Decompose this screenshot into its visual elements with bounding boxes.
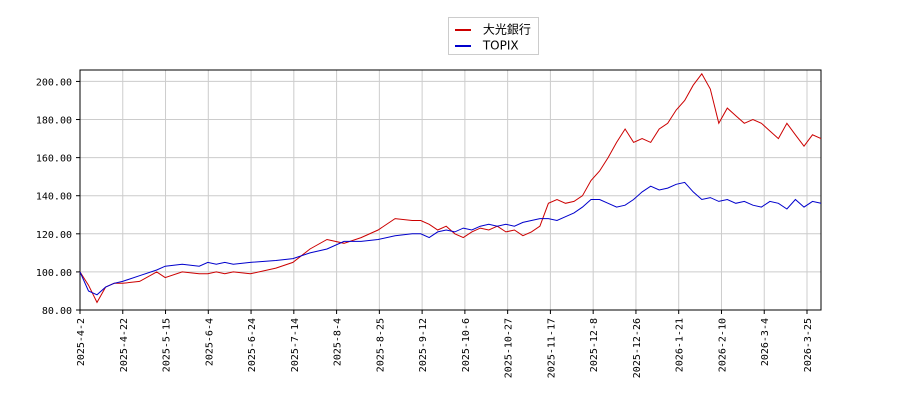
x-tick-label: 2025-7-14 [290, 318, 301, 372]
legend-label: 大光銀行 [482, 22, 531, 37]
y-tick-label: 140.00 [36, 192, 72, 203]
x-tick-label: 2025-10-6 [461, 318, 472, 372]
y-tick-label: 160.00 [36, 154, 72, 165]
x-tick-label: 2025-4-22 [119, 318, 130, 372]
x-tick-label: 2025-10-27 [504, 318, 515, 378]
series-line-1 [79, 72, 822, 304]
x-tick-label: 2025-9-12 [418, 318, 429, 372]
x-tick-label: 2026-1-21 [675, 318, 686, 372]
x-tick-label: 2025-6-4 [204, 318, 215, 366]
x-tick-label: 2026-3-4 [760, 318, 771, 366]
grid-lines [79, 70, 821, 311]
x-tick-label: 2025-4-2 [76, 318, 87, 366]
x-tick-label: 2025-8-4 [333, 318, 344, 366]
series-lines [79, 72, 822, 304]
series-line-2 [79, 181, 822, 296]
plot-frame [79, 69, 822, 311]
legend-entry-series-1: 大光銀行 [455, 21, 531, 37]
x-tick-label: 2025-5-15 [162, 318, 173, 372]
legend-label: TOPIX [482, 38, 519, 53]
y-tick-label: 120.00 [36, 230, 72, 241]
x-tick-label: 2025-6-24 [247, 318, 258, 372]
legend-swatch-red [455, 28, 471, 31]
x-tick-label: 2025-8-25 [375, 318, 386, 372]
x-tick-label: 2025-11-17 [546, 318, 557, 378]
y-tick-label: 100.00 [36, 268, 72, 279]
legend: 大光銀行 TOPIX [448, 17, 539, 55]
legend-swatch-blue [455, 44, 471, 47]
legend-entry-series-2: TOPIX [455, 37, 519, 53]
y-tick-label: 180.00 [36, 116, 72, 127]
y-tick-label: 80.00 [42, 306, 72, 317]
axes [76, 69, 822, 314]
x-tick-label: 2025-12-8 [589, 318, 600, 372]
x-tick-label: 2026-2-10 [717, 318, 728, 372]
tick-labels: 80.00 100.00 120.00 140.00 160.00 180.00 200.0… [36, 77, 814, 378]
y-tick-label: 200.00 [36, 77, 72, 88]
x-tick-label: 2025-12-26 [632, 318, 643, 378]
x-tick-label: 2026-3-25 [803, 318, 814, 372]
